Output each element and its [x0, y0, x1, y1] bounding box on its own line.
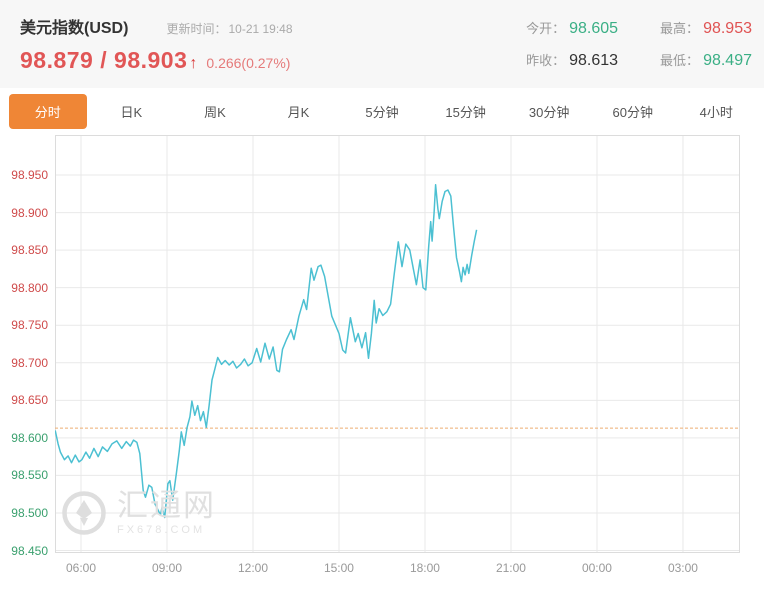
tab-60分钟[interactable]: 60分钟	[612, 105, 653, 120]
update-time-label: 更新时间：	[166, 22, 227, 36]
price-separator: /	[93, 47, 115, 73]
chart-plot[interactable]: 汇通网 FX678.COM	[55, 135, 740, 553]
page-title: 美元指数(USD)	[20, 20, 129, 37]
stats-grid: 今开： 98.605 最高： 98.953 昨收： 98.613 最低： 98.497	[526, 14, 752, 88]
tab-4小时[interactable]: 4小时	[699, 105, 733, 120]
y-axis-label: 98.500	[11, 505, 48, 520]
x-axis-label: 12:00	[237, 561, 268, 575]
price-change: 0.266(0.27%)	[206, 55, 291, 71]
chart-svg	[55, 135, 740, 553]
y-axis-label: 98.650	[11, 393, 48, 408]
tab-30分钟[interactable]: 30分钟	[528, 105, 570, 120]
price-chart: 汇通网 FX678.COM 98.950 98.900 98.850 98.800 98…	[0, 135, 764, 600]
quote-header-left: 美元指数(USD) 更新时间： 10-21 19:48 98.879 / 98.…	[20, 14, 293, 88]
interval-tabbar: 分时 日K 周K 月K 5分钟 15分钟 30分钟 60分钟 4小时	[0, 88, 764, 135]
tab-日K[interactable]: 日K	[120, 105, 143, 120]
tab-周K[interactable]: 周K	[204, 105, 226, 120]
y-axis-label: 98.700	[11, 355, 48, 370]
tab-15分钟[interactable]: 15分钟	[445, 105, 486, 120]
quote-header: 美元指数(USD) 更新时间： 10-21 19:48 98.879 / 98.…	[0, 0, 764, 88]
ask-price: 98.903	[114, 47, 188, 73]
tab-分时[interactable]: 分时	[9, 94, 87, 129]
stat-low: 最低： 98.497	[660, 52, 752, 69]
update-time-value: 10-21 19:48	[228, 22, 293, 36]
up-arrow-icon: ↑	[189, 55, 198, 72]
y-axis-label: 98.850	[11, 243, 48, 258]
bid-price: 98.879	[20, 47, 94, 73]
stat-high: 最高： 98.953	[660, 20, 752, 37]
x-axis-label: 21:00	[495, 561, 526, 575]
x-axis-label: 00:00	[581, 561, 612, 575]
y-axis-label: 98.800	[11, 280, 48, 295]
x-axis-label: 09:00	[151, 561, 182, 575]
y-axis-label: 98.950	[11, 168, 48, 183]
y-axis-label: 98.750	[11, 318, 48, 333]
x-axis-label: 03:00	[667, 561, 698, 575]
y-axis-label: 98.900	[11, 205, 48, 220]
price-line	[55, 184, 478, 519]
y-axis-label: 98.600	[11, 430, 48, 445]
tab-5分钟[interactable]: 5分钟	[365, 105, 399, 120]
y-axis-label: 98.450	[11, 543, 48, 558]
y-axis-label: 98.550	[11, 468, 48, 483]
plot-border	[55, 135, 740, 553]
x-axis-label: 18:00	[409, 561, 440, 575]
stat-prev-close: 昨收： 98.613	[526, 52, 619, 69]
x-axis-label: 06:00	[65, 561, 96, 575]
x-axis-label: 15:00	[323, 561, 354, 575]
tab-月K[interactable]: 月K	[287, 105, 310, 120]
stat-open: 今开： 98.605	[526, 20, 619, 37]
